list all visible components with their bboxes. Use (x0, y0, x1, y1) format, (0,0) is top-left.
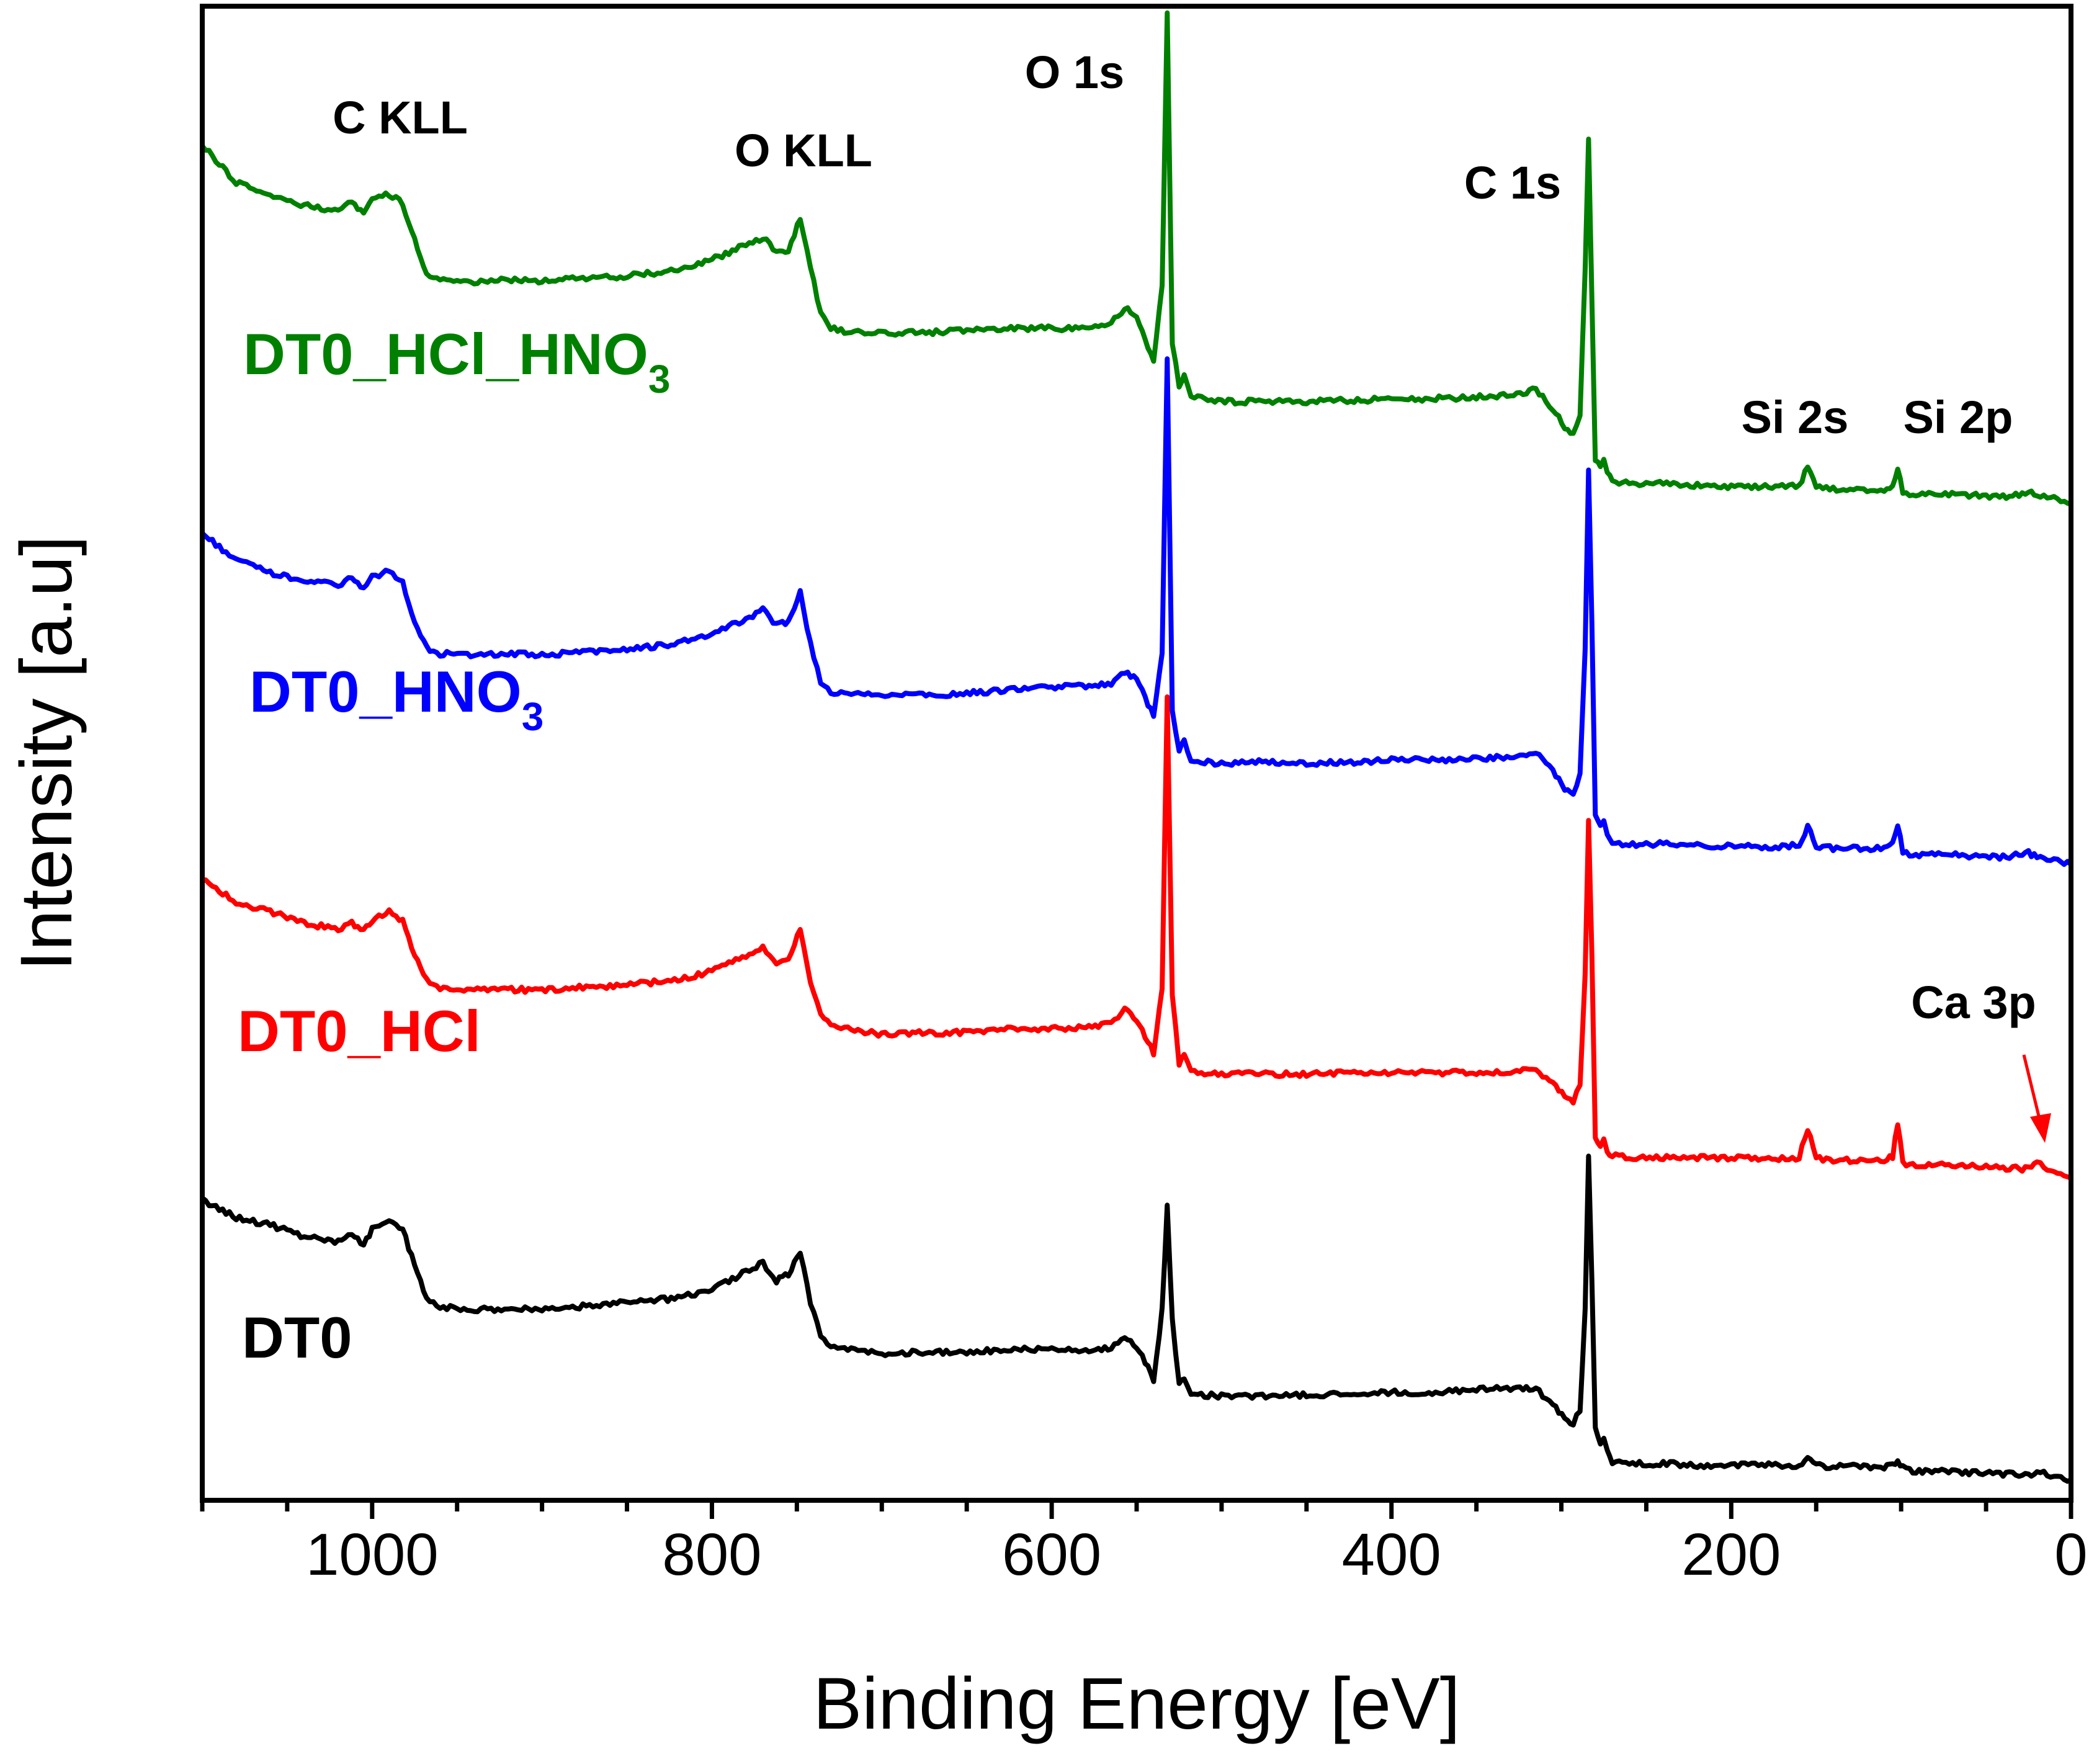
series-label-dt0-hcl: DT0_HCl (238, 998, 481, 1063)
x-tick-label-600: 600 (1002, 1521, 1101, 1588)
x-tick-label-400: 400 (1342, 1521, 1441, 1588)
series-label-dt0: DT0 (242, 1305, 352, 1370)
series-label-text: DT0_HNO (249, 659, 522, 724)
x-tick-label-1000: 1000 (306, 1521, 439, 1588)
x-tick-label-0: 0 (2054, 1521, 2087, 1588)
plot-frame (200, 4, 2073, 1503)
peak-label-o-kll: O KLL (735, 125, 872, 176)
x-axis: 1000 800 600 400 200 0 (200, 1500, 2088, 1588)
ca-3p-arrow-shaft (2022, 1054, 2043, 1127)
peak-label-o-1s: O 1s (1025, 47, 1124, 98)
series-label-subscript: 3 (648, 357, 671, 401)
x-axis-title: Binding Energy [eV] (813, 1663, 1461, 1745)
ca-3p-arrow-head (2030, 1113, 2051, 1143)
series-label-text: DT0 (242, 1305, 352, 1370)
series-label-dt0-hcl-hno3: DT0_HCl_HNO3 (243, 321, 671, 401)
series-layer (202, 10, 2071, 1484)
series-label-subscript: 3 (522, 694, 544, 739)
series-line-dt0-hcl-hno3 (202, 10, 2071, 507)
peak-label-c-1s: C 1s (1464, 157, 1561, 208)
series-line-dt0 (202, 1153, 2071, 1484)
series-line-dt0-hno3 (202, 356, 2071, 867)
x-tick-label-800: 800 (662, 1521, 761, 1588)
series-line-dt0-hcl (202, 694, 2071, 1181)
series-label-text: DT0_HCl_HNO (243, 321, 648, 387)
peak-label-si-2s: Si 2s (1742, 392, 1849, 443)
annotation-layer: C KLL O KLL O 1s C 1s Si 2s Si 2p Ca 3p DT0_HCl… (238, 47, 2051, 1370)
y-axis-title: Intensity [a.u] (6, 535, 87, 971)
series-label-dt0-hno3: DT0_HNO3 (249, 659, 543, 739)
series-label-text: DT0_HCl (238, 998, 481, 1063)
peak-label-si-2p: Si 2p (1903, 392, 2013, 443)
peak-label-c-kll: C KLL (333, 92, 468, 143)
peak-label-ca-3p: Ca 3p (1911, 977, 2036, 1028)
x-tick-label-200: 200 (1681, 1521, 1781, 1588)
